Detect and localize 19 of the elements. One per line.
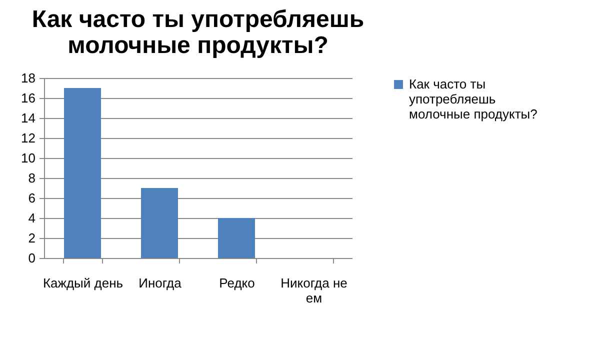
y-tick-label: 12 — [21, 130, 36, 146]
x-tick-label: Иногда — [138, 276, 182, 290]
x-tick-label: Каждый день — [42, 276, 124, 290]
y-tick-label: 2 — [28, 230, 36, 246]
y-tick-label: 8 — [28, 170, 36, 186]
y-tick-label: 16 — [21, 90, 36, 106]
y-tick-label: 6 — [28, 190, 36, 206]
x-tick-label: Никогда не ем — [280, 276, 348, 306]
legend-label: Как часто ты употребляешь молочные продукты? — [409, 76, 538, 122]
y-tick-label: 10 — [21, 150, 36, 166]
y-tick-label: 18 — [21, 70, 36, 86]
y-tick-label: 0 — [28, 250, 36, 266]
bar — [64, 88, 101, 258]
y-tick-label: 14 — [21, 110, 36, 126]
bar — [218, 218, 255, 258]
y-tick-label: 4 — [28, 210, 36, 226]
chart-title: Как часто ты употребляешь молочные продукты? — [32, 6, 364, 59]
x-tick-label: Редко — [219, 276, 255, 290]
bar — [141, 188, 178, 258]
